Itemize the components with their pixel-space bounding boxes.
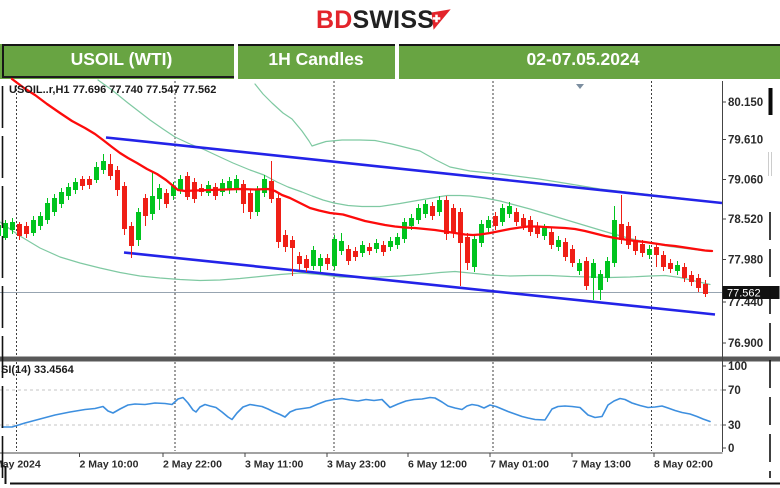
- svg-text:3 May 23:00: 3 May 23:00: [327, 459, 386, 471]
- svg-text:7 May 13:00: 7 May 13:00: [572, 459, 631, 471]
- svg-text:7 May 01:00: 7 May 01:00: [490, 459, 549, 471]
- svg-text:79.060: 79.060: [728, 175, 763, 187]
- svg-text:2 May 10:00: 2 May 10:00: [80, 459, 139, 471]
- svg-text:May 2024: May 2024: [0, 459, 41, 471]
- svg-text:77.980: 77.980: [728, 255, 763, 267]
- svg-text:70: 70: [728, 385, 741, 397]
- svg-text:2 May 22:00: 2 May 22:00: [163, 459, 222, 471]
- svg-text:76.900: 76.900: [728, 338, 763, 350]
- svg-text:78.520: 78.520: [728, 214, 763, 226]
- svg-text:79.610: 79.610: [728, 135, 763, 147]
- svg-text:80.150: 80.150: [728, 97, 763, 109]
- svg-text:SI(14) 33.4564: SI(14) 33.4564: [1, 364, 75, 376]
- svg-text:0: 0: [728, 443, 734, 455]
- svg-text:3 May 11:00: 3 May 11:00: [245, 459, 304, 471]
- svg-text:USOIL..r,H1 77.696 77.740 77.: USOIL..r,H1 77.696 77.740 77.547 77.562: [9, 84, 216, 96]
- svg-text:77.440: 77.440: [728, 297, 763, 309]
- svg-text:6 May 12:00: 6 May 12:00: [408, 459, 467, 471]
- svg-text:8 May 02:00: 8 May 02:00: [654, 459, 713, 471]
- svg-text:30: 30: [728, 420, 741, 432]
- svg-text:77.562: 77.562: [727, 288, 761, 300]
- svg-text:100: 100: [728, 361, 747, 373]
